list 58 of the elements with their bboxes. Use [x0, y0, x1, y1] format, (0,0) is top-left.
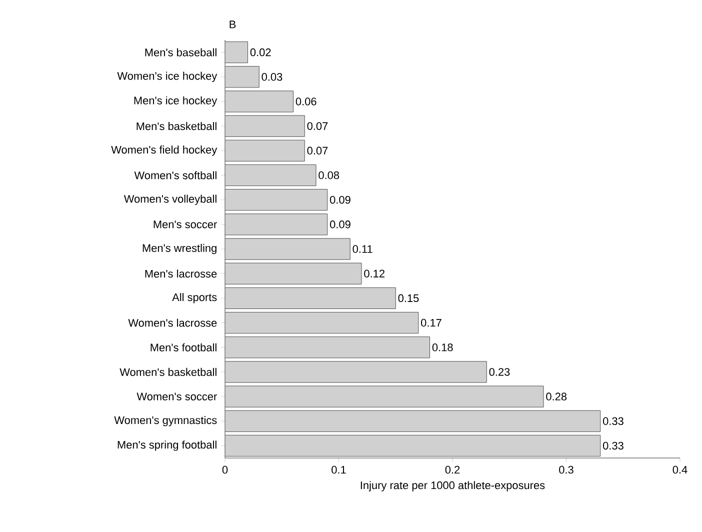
y-tick-label: Women's volleyball [124, 194, 216, 205]
data-label: 0.02 [250, 48, 271, 56]
x-tick-label: 0.4 [672, 466, 688, 474]
y-tick-label: Women's lacrosse [128, 318, 217, 327]
data-label: 0.15 [398, 294, 419, 302]
x-tick-label: 0.2 [445, 466, 460, 474]
y-tick-label: Women's softball [134, 171, 216, 180]
data-label: 0.23 [489, 368, 510, 376]
y-tick-label: Men's football [150, 343, 216, 352]
data-label: 0.08 [318, 171, 340, 180]
x-tick-label: 0.1 [332, 466, 346, 474]
bar [225, 312, 419, 334]
y-tick-label: Men's soccer [154, 220, 217, 228]
data-label: 0.07 [307, 146, 328, 155]
data-label: 0.12 [364, 270, 384, 278]
y-tick-label: Women's field hockey [111, 146, 218, 156]
data-label: 0.33 [603, 417, 624, 426]
data-label: 0.11 [352, 245, 372, 253]
bar [225, 164, 316, 186]
data-label: 0.17 [421, 318, 442, 327]
bar [225, 238, 350, 260]
bar [225, 434, 601, 457]
bar [225, 287, 396, 310]
data-label: 0.06 [296, 98, 316, 106]
y-tick-label: Men's ice hockey [134, 96, 218, 107]
y-tick-label: Women's ice hockey [117, 72, 218, 82]
bar [225, 66, 260, 88]
x-axis-title: Injury rate per 1000 athlete-exposures [360, 481, 545, 492]
y-tick-label: Women's gymnastics [114, 416, 217, 426]
y-tick-label: Men's baseball [145, 48, 216, 56]
data-label: 0.09 [330, 220, 350, 228]
data-label: 0.07 [307, 122, 328, 130]
bar [225, 90, 294, 112]
bar [225, 189, 328, 211]
bar [225, 115, 305, 137]
x-tick-label: 0 [222, 466, 228, 474]
bar [225, 41, 248, 64]
data-label: 0.09 [330, 196, 350, 204]
y-tick-label: Women's soccer [136, 392, 217, 400]
bar [225, 214, 328, 236]
data-label: 0.28 [546, 392, 567, 400]
bar [225, 361, 487, 383]
y-tick-label: Women's basketball [120, 368, 216, 376]
bar [225, 262, 362, 284]
y-tick-label: Men's spring football [118, 440, 216, 451]
bar [225, 336, 430, 358]
y-tick-label: All sports [172, 293, 217, 304]
bar [225, 386, 544, 408]
data-label: 0.18 [432, 343, 453, 352]
data-label: 0.33 [603, 442, 624, 450]
y-tick-label: Men's basketball [136, 122, 216, 130]
x-tick-label: 0.3 [559, 466, 574, 474]
y-tick-label: Men's wrestling [142, 244, 216, 254]
data-label: 0.03 [262, 73, 282, 81]
bar [225, 410, 601, 432]
y-tick-label: Men's lacrosse [145, 270, 217, 278]
bar [225, 140, 305, 162]
chart-title: B [230, 20, 236, 28]
